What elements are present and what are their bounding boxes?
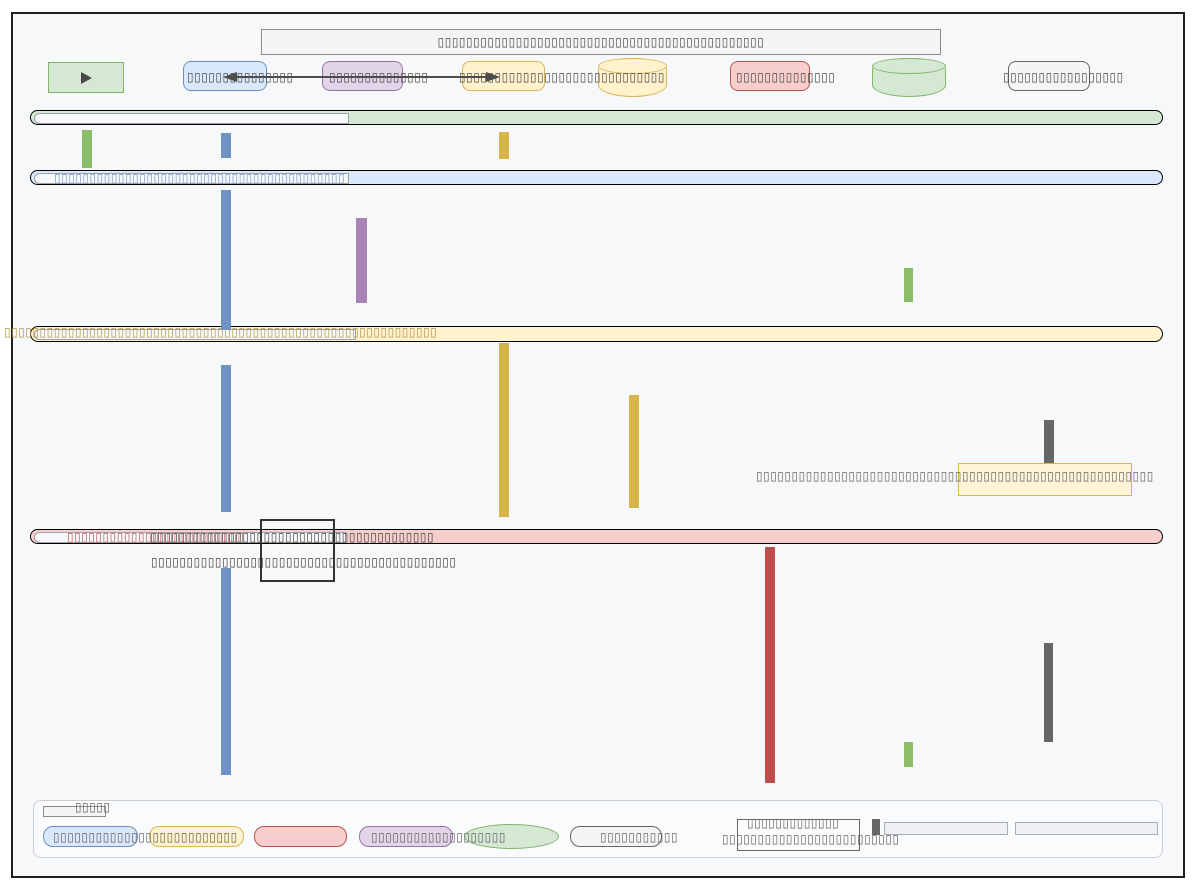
database-cylinder-yellow (598, 58, 667, 97)
legend-field-1 (884, 822, 1008, 835)
marker-blue-4 (221, 568, 231, 775)
diagram-frame (11, 12, 1185, 878)
marker-dark-1 (1044, 420, 1054, 463)
annotation-highlight-box (958, 463, 1132, 496)
track-progress-green (34, 113, 349, 124)
cylinder-top-icon (872, 58, 946, 74)
flow-step-gray (1008, 61, 1090, 91)
legend-item-gray (570, 826, 662, 847)
legend-item-blue (43, 826, 138, 847)
marker-blue-2 (221, 190, 231, 330)
play-icon (80, 71, 92, 84)
marker-purple (356, 218, 367, 303)
track-progress-red (34, 532, 346, 543)
title-box: ▯▯▯▯▯▯▯▯▯▯▯▯▯▯▯▯▯▯▯▯▯▯▯▯▯▯▯▯▯▯▯▯▯▯▯▯▯▯▯▯… (261, 29, 941, 55)
flow-step-start (48, 62, 124, 93)
marker-yellow-1 (499, 132, 509, 159)
arrow-right-icon (486, 72, 500, 82)
marker-dark-2 (1044, 643, 1053, 742)
timeline-track-red (30, 529, 1163, 544)
marker-yellow-3 (629, 395, 639, 508)
marker-red (765, 547, 775, 783)
legend-item-purple (359, 826, 453, 847)
marker-green-2 (904, 268, 913, 302)
flow-connector-line (232, 76, 490, 78)
marker-blue-1 (221, 133, 231, 158)
legend-field-2 (1015, 822, 1158, 835)
cylinder-top-icon (598, 58, 667, 74)
track-progress-blue (34, 173, 349, 184)
timeline-track-yellow (30, 326, 1163, 342)
arrow-left-icon (223, 72, 237, 82)
legend-item-green-ellipse (464, 824, 559, 849)
legend-marker-dark (872, 819, 880, 835)
legend-item-red (254, 826, 347, 847)
legend-note-box (737, 819, 860, 851)
legend-scale-rect (43, 806, 106, 817)
marker-blue-3 (221, 365, 231, 512)
timeline-track-green (30, 110, 1163, 125)
marker-green-3 (904, 742, 913, 767)
track-progress-yellow (34, 329, 356, 340)
database-cylinder-green (872, 58, 946, 97)
title-text: ▯▯▯▯▯▯▯▯▯▯▯▯▯▯▯▯▯▯▯▯▯▯▯▯▯▯▯▯▯▯▯▯▯▯▯▯▯▯▯▯… (437, 35, 765, 49)
marker-green-1 (82, 130, 92, 168)
selection-outline-box (260, 519, 335, 582)
flow-step-red (730, 61, 810, 91)
timeline-track-blue (30, 170, 1163, 185)
legend-item-yellow (149, 826, 244, 847)
marker-yellow-2 (499, 343, 509, 517)
